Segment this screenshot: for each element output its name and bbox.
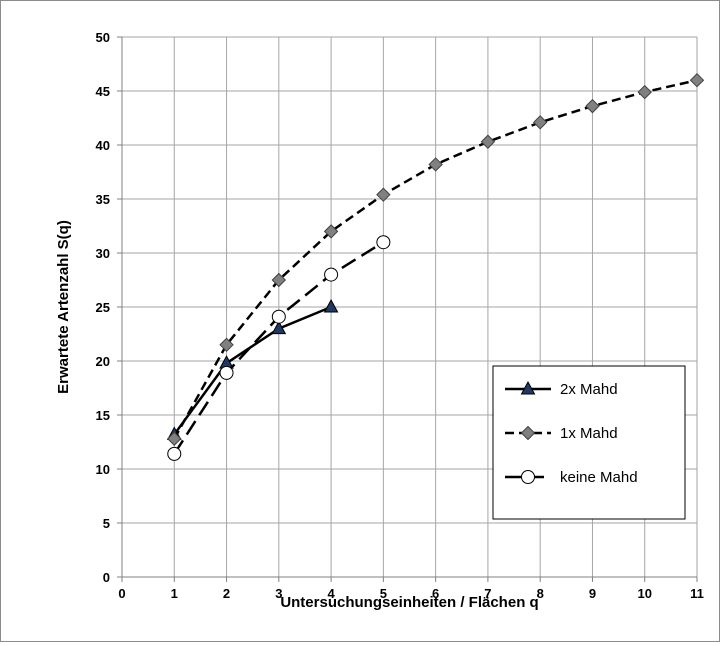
series-line: [173, 305, 332, 436]
data-point: [689, 72, 705, 88]
legend-label: 2x Mahd: [560, 381, 618, 398]
x-tick-label: 1: [171, 586, 178, 601]
y-tick-label: 5: [103, 516, 110, 531]
legend-marker: [520, 380, 536, 395]
data-point: [271, 320, 287, 335]
y-tick-label: 20: [96, 354, 110, 369]
x-tick-labels: 0 1 2 3 4 5 6 7 8 9 10 11: [118, 586, 703, 601]
data-point: [480, 134, 496, 149]
series-triangle: [166, 298, 339, 440]
axes: [117, 36, 698, 582]
legend-marker: [520, 425, 536, 441]
data-point: [637, 84, 652, 100]
data-point: [428, 157, 443, 172]
y-tick-label: 0: [103, 570, 110, 585]
data-point: [324, 267, 339, 282]
data-point: [376, 235, 391, 250]
x-tick-label: 6: [432, 586, 439, 601]
x-tick-label: 10: [637, 586, 651, 601]
data-point: [376, 187, 391, 202]
x-tick-label: 3: [275, 586, 282, 601]
data-point: [271, 272, 287, 288]
x-tick-label: 0: [118, 586, 125, 601]
data-point: [271, 309, 286, 324]
data-point: [219, 337, 234, 353]
y-tick-label: 25: [96, 300, 110, 315]
y-tick-label: 30: [96, 246, 110, 261]
legend-marker: [521, 470, 535, 484]
legend-label: keine Mahd: [560, 469, 638, 486]
data-point: [585, 98, 600, 114]
data-point: [219, 365, 234, 380]
legend: 2x Mahd 1x Mahd keine Mahd: [492, 365, 686, 520]
data-point: [323, 224, 339, 239]
y-axis-title: Erwartete Artenzahl S(q): [55, 220, 72, 394]
y-tick-label: 40: [96, 138, 110, 153]
x-tick-label: 4: [327, 586, 335, 601]
series-circle: [167, 235, 391, 461]
x-tick-label: 2: [223, 586, 230, 601]
series-diamond: [167, 72, 705, 446]
x-tick-label: 5: [380, 586, 387, 601]
legend-label: 1x Mahd: [560, 425, 618, 442]
data-point: [323, 298, 339, 313]
y-tick-label: 50: [96, 30, 110, 45]
x-tick-label: 9: [589, 586, 596, 601]
y-tick-labels: 0 5 10 15 20 25 30 35 40 45 50: [96, 30, 110, 585]
y-tick-label: 45: [96, 84, 110, 99]
data-point: [167, 431, 182, 446]
x-tick-label: 11: [690, 586, 704, 601]
data-point: [532, 115, 548, 130]
x-tick-label: 8: [537, 586, 544, 601]
data-point: [167, 446, 182, 461]
x-tick-label: 7: [484, 586, 491, 601]
y-tick-label: 15: [96, 408, 110, 423]
data-series: [166, 72, 705, 461]
x-axis-title: Untersuchungseinheiten / Flächen q: [280, 594, 538, 611]
y-tick-label: 10: [96, 462, 110, 477]
y-tick-label: 35: [96, 192, 110, 207]
